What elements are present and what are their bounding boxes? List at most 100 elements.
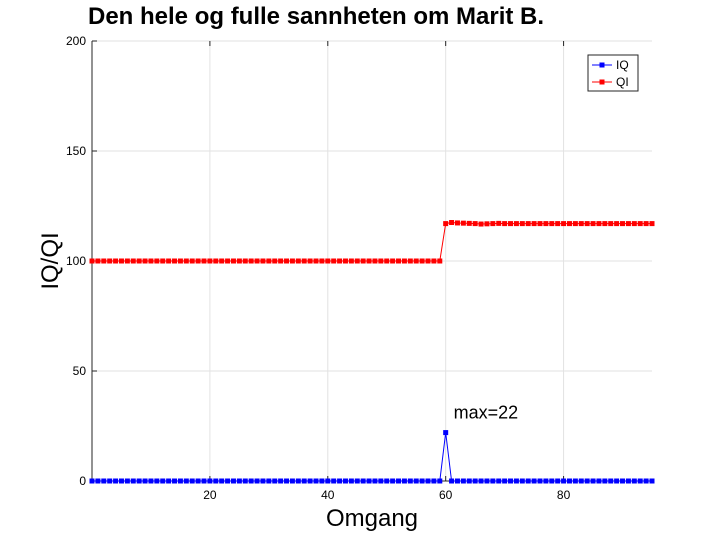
data-point [549, 221, 555, 227]
data-point [625, 221, 631, 227]
data-point [425, 478, 431, 484]
data-point [166, 478, 172, 484]
data-point [454, 478, 460, 484]
data-point [289, 478, 295, 484]
data-point [272, 478, 278, 484]
data-point [625, 478, 631, 484]
data-point [136, 478, 142, 484]
data-point [649, 221, 655, 227]
data-point [354, 258, 360, 264]
data-point [201, 478, 207, 484]
data-point [278, 478, 284, 484]
data-point [572, 478, 578, 484]
data-point [331, 258, 337, 264]
data-point [113, 258, 119, 264]
data-point [413, 478, 419, 484]
y-tick-label: 0 [79, 474, 86, 488]
data-point [219, 258, 225, 264]
data-point [555, 221, 561, 227]
data-point [342, 258, 348, 264]
data-point [295, 478, 301, 484]
data-point [472, 221, 478, 227]
data-point [472, 478, 478, 484]
data-point [260, 258, 266, 264]
data-point [437, 478, 443, 484]
data-point [631, 478, 637, 484]
data-point [337, 478, 343, 484]
data-point [195, 258, 201, 264]
data-point [407, 258, 413, 264]
data-point [366, 258, 372, 264]
data-point [496, 220, 502, 226]
data-point [189, 478, 195, 484]
data-point [637, 221, 643, 227]
series-group [89, 220, 655, 484]
data-point [502, 478, 508, 484]
data-point [230, 258, 236, 264]
legend-box [587, 54, 639, 92]
data-point [248, 258, 254, 264]
data-point [183, 478, 189, 484]
data-point [325, 478, 331, 484]
data-point [396, 478, 402, 484]
y-tick-label: 200 [66, 34, 86, 48]
data-point [307, 258, 313, 264]
y-tick-label: 150 [66, 144, 86, 158]
data-point [236, 258, 242, 264]
data-point [154, 478, 160, 484]
data-point [378, 258, 384, 264]
x-tick-label: 80 [557, 488, 571, 502]
data-point [172, 478, 178, 484]
data-point [466, 220, 472, 226]
data-point [561, 221, 567, 227]
data-point [289, 258, 295, 264]
data-point [89, 478, 95, 484]
data-point [508, 478, 514, 484]
data-point [107, 258, 113, 264]
data-point [342, 478, 348, 484]
data-point [142, 258, 148, 264]
data-point [248, 478, 254, 484]
data-point [620, 221, 626, 227]
data-point [454, 220, 460, 226]
data-point [449, 478, 455, 484]
data-point [537, 221, 543, 227]
data-point [561, 478, 567, 484]
x-tick-label: 60 [439, 488, 453, 502]
data-point [425, 258, 431, 264]
data-point [183, 258, 189, 264]
data-point [502, 221, 508, 227]
data-point [478, 478, 484, 484]
data-point [490, 221, 496, 227]
data-point [643, 478, 649, 484]
legend-marker [599, 79, 605, 85]
data-point [419, 478, 425, 484]
axes: 20 40 60 80 0 50 100 150 200 [66, 34, 652, 502]
data-point [284, 478, 290, 484]
data-point [213, 258, 219, 264]
data-point [207, 478, 213, 484]
data-point [643, 221, 649, 227]
data-point [172, 258, 178, 264]
data-point [478, 221, 484, 227]
data-point [272, 258, 278, 264]
data-point [189, 258, 195, 264]
data-point [419, 258, 425, 264]
data-point [101, 258, 107, 264]
data-point [396, 258, 402, 264]
data-point [572, 221, 578, 227]
data-point [142, 478, 148, 484]
data-point [378, 478, 384, 484]
y-tick-label: 100 [66, 254, 86, 268]
data-point [166, 258, 172, 264]
data-point [519, 221, 525, 227]
data-point [484, 478, 490, 484]
data-point [254, 258, 260, 264]
data-point [177, 258, 183, 264]
data-point [201, 258, 207, 264]
data-point [525, 221, 531, 227]
data-point [307, 478, 313, 484]
data-point [525, 478, 531, 484]
data-point [113, 478, 119, 484]
series-qi [89, 220, 655, 264]
